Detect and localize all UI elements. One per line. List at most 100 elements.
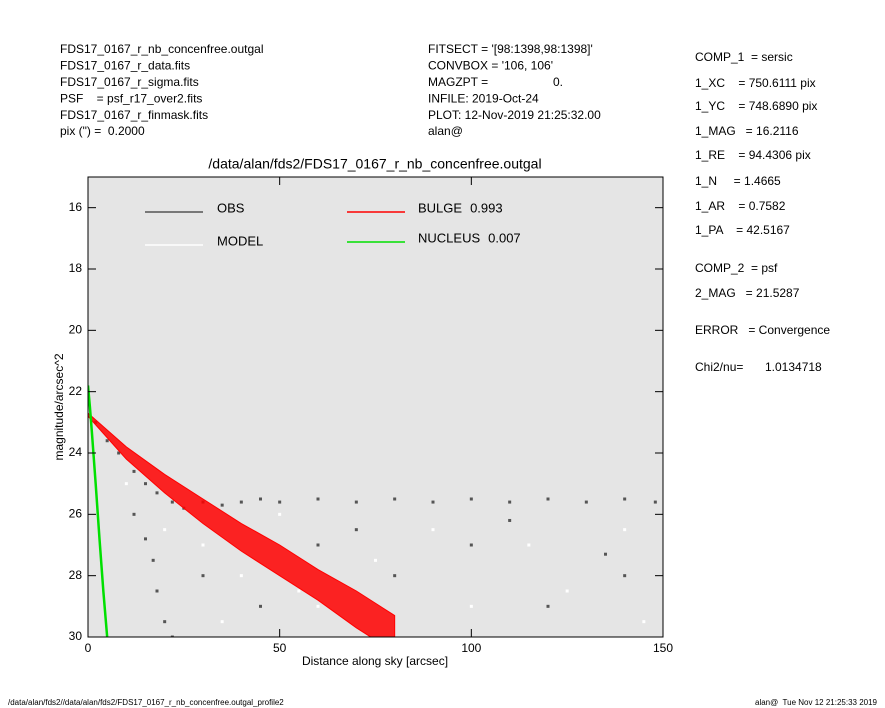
legend-label: MODEL <box>217 233 263 248</box>
data-point <box>508 500 512 504</box>
header-right-line: Chi2/nu= <box>695 360 743 374</box>
magzpt-value: 0. <box>553 75 563 89</box>
data-point <box>653 500 657 504</box>
data-point <box>469 604 473 608</box>
x-tick-label: 150 <box>653 641 673 655</box>
data-point <box>201 574 205 578</box>
header-right-line: COMP_2 = psf <box>695 261 778 275</box>
header-left-line: FDS17_0167_r_finmask.fits <box>60 108 208 122</box>
data-point <box>584 500 588 504</box>
data-point <box>393 574 397 578</box>
data-point <box>642 620 646 624</box>
data-point <box>201 543 205 547</box>
model-band <box>88 412 396 637</box>
header-right-line: ERROR = Convergence <box>695 323 830 337</box>
data-point <box>393 497 397 501</box>
x-tick-label: 0 <box>85 641 92 655</box>
data-point <box>546 604 550 608</box>
header-left-line: FDS17_0167_r_data.fits <box>60 59 190 73</box>
legend-label: BULGE <box>418 200 462 215</box>
legend-fraction: 0.993 <box>470 200 503 215</box>
data-point <box>124 482 128 486</box>
header-right-line: 1_N = 1.4665 <box>695 174 781 188</box>
data-point <box>259 604 262 608</box>
data-point <box>316 497 320 501</box>
data-point <box>155 491 159 495</box>
data-point <box>278 512 282 516</box>
y-tick-label: 20 <box>69 323 83 337</box>
data-point <box>297 589 301 593</box>
header-right-line: COMP_1 = sersic <box>695 50 793 64</box>
data-point <box>527 543 531 547</box>
data-point <box>354 528 358 532</box>
header-left-line: FDS17_0167_r_sigma.fits <box>60 75 199 89</box>
data-point <box>132 512 136 516</box>
footer-left: /data/alan/fds2//data/alan/fds2/FDS17_01… <box>8 698 284 707</box>
legend-fraction: 0.007 <box>488 230 521 245</box>
data-point <box>546 497 550 501</box>
data-point <box>144 537 147 541</box>
x-tick-label: 50 <box>273 641 287 655</box>
header-right-line: 1_XC = 750.6111 pix <box>695 76 816 90</box>
data-point <box>144 482 147 486</box>
data-point <box>239 574 243 578</box>
y-tick-label: 22 <box>69 384 83 398</box>
data-point <box>132 469 136 473</box>
data-point <box>623 574 627 578</box>
header-middle-line: INFILE: 2019-Oct-24 <box>428 91 539 105</box>
data-point <box>163 528 167 532</box>
data-point <box>623 497 627 501</box>
y-axis-label: magnitude/arcsec^2 <box>52 353 66 460</box>
header-left-line: FDS17_0167_r_nb_concenfree.outgal <box>60 42 263 56</box>
x-tick-label: 100 <box>461 641 481 655</box>
header-right-line: 2_MAG = 21.5287 <box>695 286 800 300</box>
header-middle-line: CONVBOX = '106, 106' <box>428 59 553 73</box>
data-point <box>117 451 121 455</box>
data-point <box>623 528 627 532</box>
y-tick-label: 30 <box>69 629 83 643</box>
data-point <box>163 620 167 624</box>
header-right-line: 1_PA = 42.5167 <box>695 223 790 237</box>
header-right-line: 1_RE = 94.4306 pix <box>695 148 811 162</box>
y-tick-label: 16 <box>69 200 83 214</box>
data-point <box>431 500 435 504</box>
data-point <box>604 552 607 556</box>
data-point <box>469 497 473 501</box>
data-point <box>259 497 262 501</box>
data-point <box>316 543 320 547</box>
plot-area <box>88 385 657 637</box>
header-left-line: pix (") = 0.2000 <box>60 124 145 138</box>
data-point <box>155 589 159 593</box>
header-middle-line: MAGZPT = <box>428 75 488 89</box>
x-axis-label: Distance along sky [arcsec] <box>302 654 448 668</box>
data-point <box>170 500 174 504</box>
footer-right: alan@ Tue Nov 12 21:25:33 2019 <box>755 698 878 707</box>
header-right-line: 1_YC = 748.6890 pix <box>695 99 817 113</box>
header-middle-line: PLOT: 12-Nov-2019 21:25:32.00 <box>428 108 601 122</box>
data-point <box>105 439 109 443</box>
data-point <box>431 528 435 532</box>
model-curve <box>88 385 109 637</box>
header-right-line: 1_AR = 0.7582 <box>695 199 786 213</box>
data-point <box>220 620 224 624</box>
y-tick-label: 24 <box>69 445 83 459</box>
y-tick-label: 28 <box>69 568 83 582</box>
data-point <box>354 500 358 504</box>
header-left-line: PSF = psf_r17_over2.fits <box>60 91 202 105</box>
header-middle-line: alan@ <box>428 124 463 138</box>
data-point <box>220 503 224 507</box>
header-right-line: 1_MAG = 16.2116 <box>695 124 799 138</box>
data-point <box>278 500 282 504</box>
data-point <box>374 558 377 562</box>
data-point <box>469 543 473 547</box>
y-tick-label: 18 <box>69 261 83 275</box>
header-middle-line: FITSECT = '[98:1398,98:1398]' <box>428 42 593 56</box>
chart-title: /data/alan/fds2/FDS17_0167_r_nb_concenfr… <box>208 156 541 172</box>
legend-label: NUCLEUS <box>418 230 480 245</box>
data-point <box>316 604 320 608</box>
plot-background <box>88 177 663 637</box>
plot-frame <box>87 176 664 638</box>
legend-label: OBS <box>217 200 245 215</box>
chi2-value: 1.0134718 <box>765 360 822 374</box>
